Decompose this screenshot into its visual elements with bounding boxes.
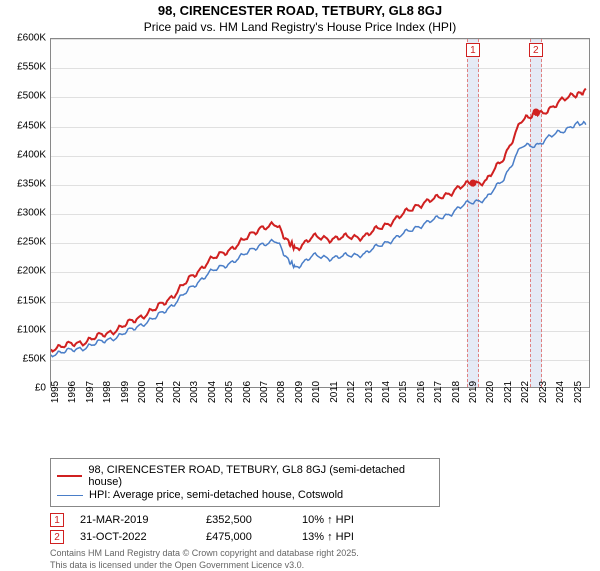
y-tick-label: £100K xyxy=(17,324,46,335)
y-tick-label: £550K xyxy=(17,62,46,73)
x-tick-label: 2016 xyxy=(416,381,427,403)
footer-line-1: Contains HM Land Registry data © Crown c… xyxy=(50,548,600,560)
y-tick-label: £500K xyxy=(17,91,46,102)
x-tick-label: 1999 xyxy=(120,381,131,403)
sale-delta: 13% ↑ HPI xyxy=(302,531,392,543)
chart-title: 98, CIRENCESTER ROAD, TETBURY, GL8 8GJ xyxy=(0,3,600,18)
chart-lines xyxy=(51,39,591,389)
x-tick-label: 2024 xyxy=(555,381,566,403)
x-tick-label: 2015 xyxy=(398,381,409,403)
sale-marker-dot xyxy=(532,108,539,115)
y-tick-label: £600K xyxy=(17,33,46,44)
x-tick-label: 2019 xyxy=(468,381,479,403)
x-tick-label: 1998 xyxy=(102,381,113,403)
x-tick-label: 2018 xyxy=(451,381,462,403)
y-tick-label: £150K xyxy=(17,295,46,306)
x-tick-label: 1995 xyxy=(50,381,61,403)
legend-swatch xyxy=(57,475,82,477)
y-tick-label: £50K xyxy=(23,353,46,364)
y-tick-label: £250K xyxy=(17,237,46,248)
x-tick-label: 2007 xyxy=(259,381,270,403)
legend: 98, CIRENCESTER ROAD, TETBURY, GL8 8GJ (… xyxy=(50,458,440,507)
sale-date: 21-MAR-2019 xyxy=(80,514,190,526)
sale-row: 2 31-OCT-2022 £475,000 13% ↑ HPI xyxy=(50,530,600,544)
x-tick-label: 2001 xyxy=(155,381,166,403)
sale-delta: 10% ↑ HPI xyxy=(302,514,392,526)
x-tick-label: 2021 xyxy=(503,381,514,403)
sale-marker-box: 1 xyxy=(466,43,480,57)
legend-row: HPI: Average price, semi-detached house,… xyxy=(57,489,433,501)
sale-price: £352,500 xyxy=(206,514,286,526)
sale-row: 1 21-MAR-2019 £352,500 10% ↑ HPI xyxy=(50,513,600,527)
x-tick-label: 2022 xyxy=(520,381,531,403)
sale-index-marker: 2 xyxy=(50,530,64,544)
x-tick-label: 2005 xyxy=(224,381,235,403)
y-tick-label: £350K xyxy=(17,178,46,189)
sale-date: 31-OCT-2022 xyxy=(80,531,190,543)
y-tick-label: £300K xyxy=(17,208,46,219)
y-tick-label: £200K xyxy=(17,266,46,277)
legend-swatch xyxy=(57,495,83,496)
x-tick-label: 2000 xyxy=(137,381,148,403)
x-tick-label: 2020 xyxy=(485,381,496,403)
x-tick-label: 2010 xyxy=(311,381,322,403)
x-tick-label: 2017 xyxy=(433,381,444,403)
sale-marker-box: 2 xyxy=(529,43,543,57)
x-tick-label: 2009 xyxy=(294,381,305,403)
x-tick-label: 1997 xyxy=(85,381,96,403)
x-axis: 1995199619971998199920002001200220032004… xyxy=(50,388,590,428)
x-tick-label: 2011 xyxy=(329,381,340,403)
chart-subtitle: Price paid vs. HM Land Registry's House … xyxy=(0,20,600,34)
x-tick-label: 2003 xyxy=(189,381,200,403)
legend-row: 98, CIRENCESTER ROAD, TETBURY, GL8 8GJ (… xyxy=(57,464,433,488)
x-tick-label: 1996 xyxy=(67,381,78,403)
legend-label: 98, CIRENCESTER ROAD, TETBURY, GL8 8GJ (… xyxy=(88,464,433,488)
x-tick-label: 2014 xyxy=(381,381,392,403)
sales-table: 1 21-MAR-2019 £352,500 10% ↑ HPI 2 31-OCT-202… xyxy=(50,513,600,544)
x-tick-label: 2006 xyxy=(242,381,253,403)
x-tick-label: 2013 xyxy=(364,381,375,403)
x-tick-label: 2004 xyxy=(207,381,218,403)
legend-label: HPI: Average price, semi-detached house,… xyxy=(89,489,343,501)
x-tick-label: 2002 xyxy=(172,381,183,403)
x-tick-label: 2008 xyxy=(276,381,287,403)
y-tick-label: £0 xyxy=(35,383,46,394)
y-tick-label: £400K xyxy=(17,149,46,160)
footer-line-2: This data is licensed under the Open Gov… xyxy=(50,560,600,571)
chart-area: 12 £0£50K£100K£150K£200K£250K£300K£350K£… xyxy=(50,38,590,418)
x-tick-label: 2025 xyxy=(573,381,584,403)
sale-index-marker: 1 xyxy=(50,513,64,527)
sale-marker-dot xyxy=(469,180,476,187)
plot-region: 12 xyxy=(50,38,590,388)
series-line-property xyxy=(51,89,586,352)
y-tick-label: £450K xyxy=(17,120,46,131)
x-tick-label: 2012 xyxy=(346,381,357,403)
y-axis: £0£50K£100K£150K£200K£250K£300K£350K£400… xyxy=(0,38,48,388)
x-tick-label: 2023 xyxy=(538,381,549,403)
sale-price: £475,000 xyxy=(206,531,286,543)
